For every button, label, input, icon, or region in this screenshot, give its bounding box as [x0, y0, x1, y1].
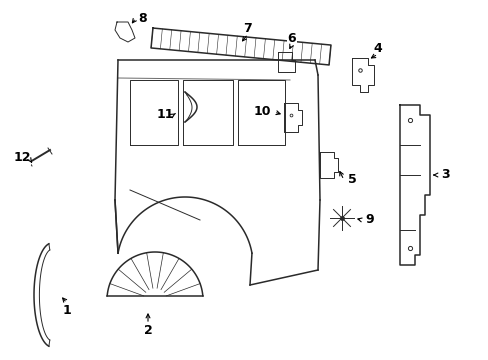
Text: 1: 1 — [62, 303, 71, 316]
Text: 5: 5 — [347, 174, 356, 186]
Text: 12: 12 — [13, 152, 31, 165]
Text: 6: 6 — [287, 31, 296, 45]
Text: 10: 10 — [253, 105, 270, 118]
Text: 7: 7 — [243, 22, 252, 35]
Text: 11: 11 — [156, 108, 173, 121]
Text: 4: 4 — [373, 41, 382, 54]
Text: 3: 3 — [440, 168, 448, 181]
Text: 8: 8 — [139, 12, 147, 24]
Text: 2: 2 — [143, 324, 152, 337]
Text: 9: 9 — [365, 213, 373, 226]
